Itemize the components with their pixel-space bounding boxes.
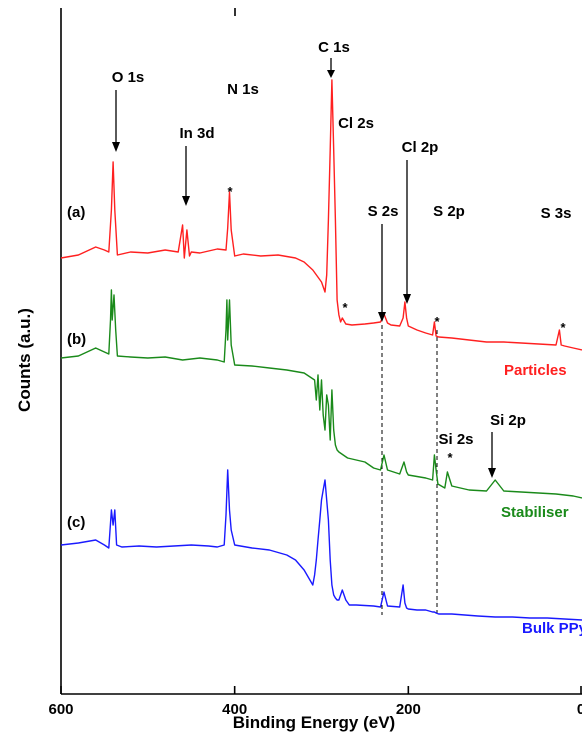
label-cl2p: Cl 2p	[402, 139, 439, 156]
label-s3s: S 3s	[541, 205, 572, 222]
trace-stabiliser	[60, 289, 582, 499]
label-c1s: C 1s	[318, 39, 350, 56]
arrow-in3d-head	[182, 196, 190, 206]
arrow-cl2p-head	[403, 294, 411, 304]
arrow-o1s-head	[112, 142, 120, 152]
trace-label-c: (c)	[67, 514, 85, 531]
trace-label-a: (a)	[67, 204, 85, 221]
label-s2p: S 2p	[433, 203, 465, 220]
y-axis-title: Counts (a.u.)	[15, 308, 34, 412]
series-label-stabiliser: Stabiliser	[501, 504, 569, 521]
trace-bulk-ppy	[60, 469, 582, 621]
label-si2s: Si 2s	[438, 431, 473, 448]
reference-dashed-lines	[381, 325, 438, 615]
label-cl2s: Cl 2s	[338, 115, 374, 132]
arrow-c1s-head	[327, 70, 335, 78]
arrow-s2s-head	[378, 312, 386, 322]
asterisk-a-2: *	[434, 314, 440, 329]
label-n1s: N 1s	[227, 81, 259, 98]
label-o1s: O 1s	[112, 69, 145, 86]
label-si2p: Si 2p	[490, 412, 526, 429]
traces	[60, 79, 582, 621]
peak-annotations: O 1s N 1s In 3d C 1s Cl 2s Cl 2p S 2s S …	[112, 39, 572, 478]
x-tick-label-0: 0	[577, 701, 582, 718]
label-s2s: S 2s	[368, 203, 399, 220]
series-label-bulk-ppy: Bulk PPy	[522, 620, 582, 637]
series-label-particles: Particles	[504, 362, 567, 379]
x-ticks: 600 400 200 0	[48, 686, 582, 718]
x-tick-label-400: 400	[222, 701, 247, 718]
asterisk-b: *	[447, 450, 453, 465]
arrow-si2p-head	[488, 468, 496, 478]
trace-label-b: (b)	[67, 331, 86, 348]
asterisk-n1s: *	[227, 184, 233, 199]
asterisk-a-3: *	[560, 320, 566, 335]
x-tick-label-200: 200	[396, 701, 421, 718]
asterisk-a-1: *	[342, 300, 348, 315]
x-axis-title: Binding Energy (eV)	[233, 713, 395, 732]
trace-particles	[60, 79, 582, 351]
x-tick-label-600: 600	[48, 701, 73, 718]
label-in3d: In 3d	[179, 125, 214, 142]
